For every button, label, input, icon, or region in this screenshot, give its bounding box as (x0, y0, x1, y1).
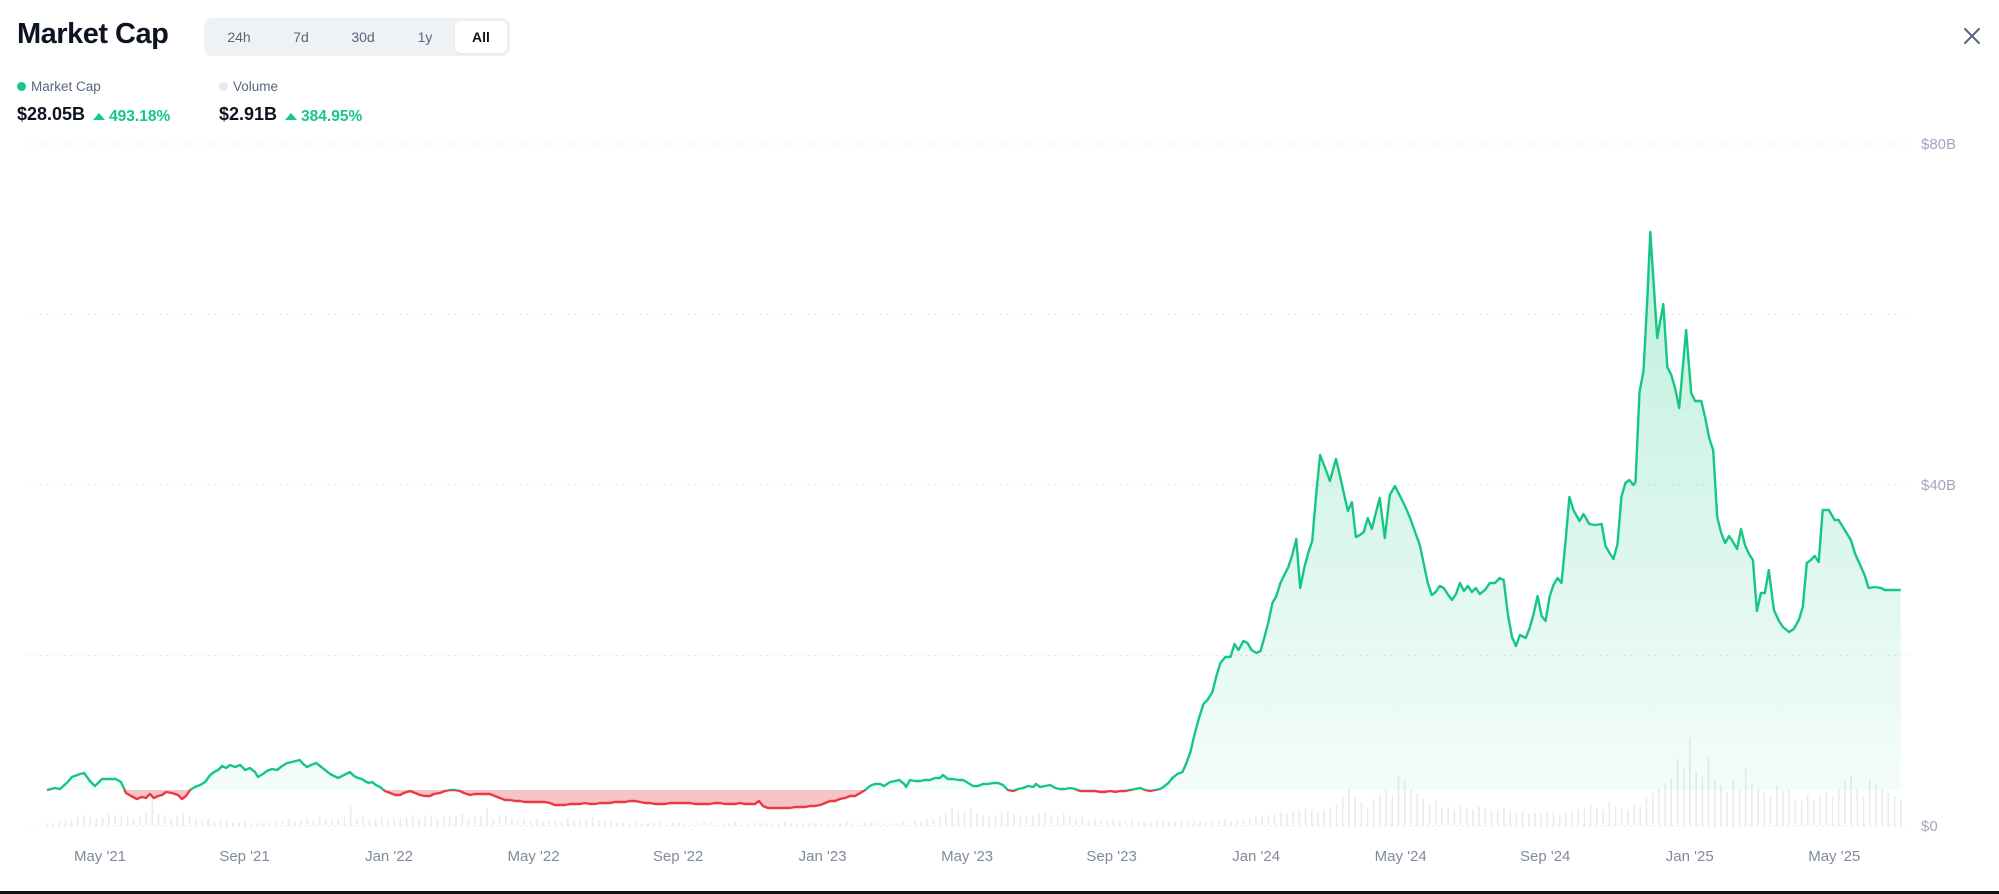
tab-1y[interactable]: 1y (417, 29, 433, 45)
close-button[interactable] (1960, 24, 1984, 48)
x-tick-label: Sep '24 (1520, 848, 1570, 865)
x-tick-label: Sep '21 (219, 848, 269, 865)
line-up (46, 230, 1901, 791)
chart-areas (46, 232, 1901, 808)
page-title: Market Cap (17, 18, 169, 50)
market-cap-change: 493.18% (93, 108, 170, 126)
volume-bars (46, 737, 1902, 826)
tab-7d[interactable]: 7d (293, 29, 309, 45)
x-tick-label: May '23 (941, 848, 993, 865)
time-range-tabs: 24h 7d 30d 1y All (204, 18, 510, 56)
legend-volume[interactable]: Volume $2.91B 384.95% (219, 78, 362, 126)
x-axis: May '21 Sep '21 Jan '22 May '22 Sep '22 Jan '… (74, 848, 1860, 865)
y-axis: $0 $40B $80B (1921, 136, 1956, 835)
tab-30d[interactable]: 30d (351, 29, 375, 45)
x-tick-label: Jan '25 (1666, 848, 1714, 865)
x-tick-label: Jan '22 (365, 848, 413, 865)
legend-volume-label: Volume (233, 78, 279, 94)
market-cap-line (46, 230, 1901, 810)
x-tick-label: Jan '23 (799, 848, 847, 865)
x-tick-label: May '21 (74, 848, 126, 865)
y-tick-label: $80B (1921, 136, 1956, 153)
x-tick-label: Sep '23 (1086, 848, 1136, 865)
close-icon (1964, 28, 1980, 44)
legend-market-cap-label: Market Cap (31, 78, 101, 94)
area-up (46, 232, 1901, 791)
x-tick-label: May '25 (1808, 848, 1860, 865)
market-cap-dot-icon (17, 81, 26, 91)
tab-24h[interactable]: 24h (227, 29, 251, 45)
area-down (124, 790, 1155, 808)
line-down (46, 790, 1161, 810)
y-tick-label: $40B (1921, 477, 1956, 494)
x-tick-label: Jan '24 (1232, 848, 1280, 865)
legend-market-cap[interactable]: Market Cap $28.05B 493.18% (17, 78, 170, 126)
volume-change: 384.95% (285, 108, 362, 126)
x-tick-label: Sep '22 (653, 848, 703, 865)
volume-dot-icon (219, 81, 228, 91)
triangle-up-icon (93, 113, 106, 120)
volume-value: $2.91B (219, 104, 278, 124)
tab-all[interactable]: All (455, 21, 507, 53)
triangle-up-icon (285, 113, 298, 120)
bottom-border (0, 891, 1999, 894)
y-tick-label: $0 (1921, 818, 1938, 835)
market-cap-change-value: 493.18% (109, 107, 171, 125)
market-cap-value: $28.05B (17, 104, 86, 124)
x-tick-label: May '22 (508, 848, 560, 865)
volume-change-value: 384.95% (301, 107, 363, 125)
x-tick-label: May '24 (1375, 848, 1427, 865)
